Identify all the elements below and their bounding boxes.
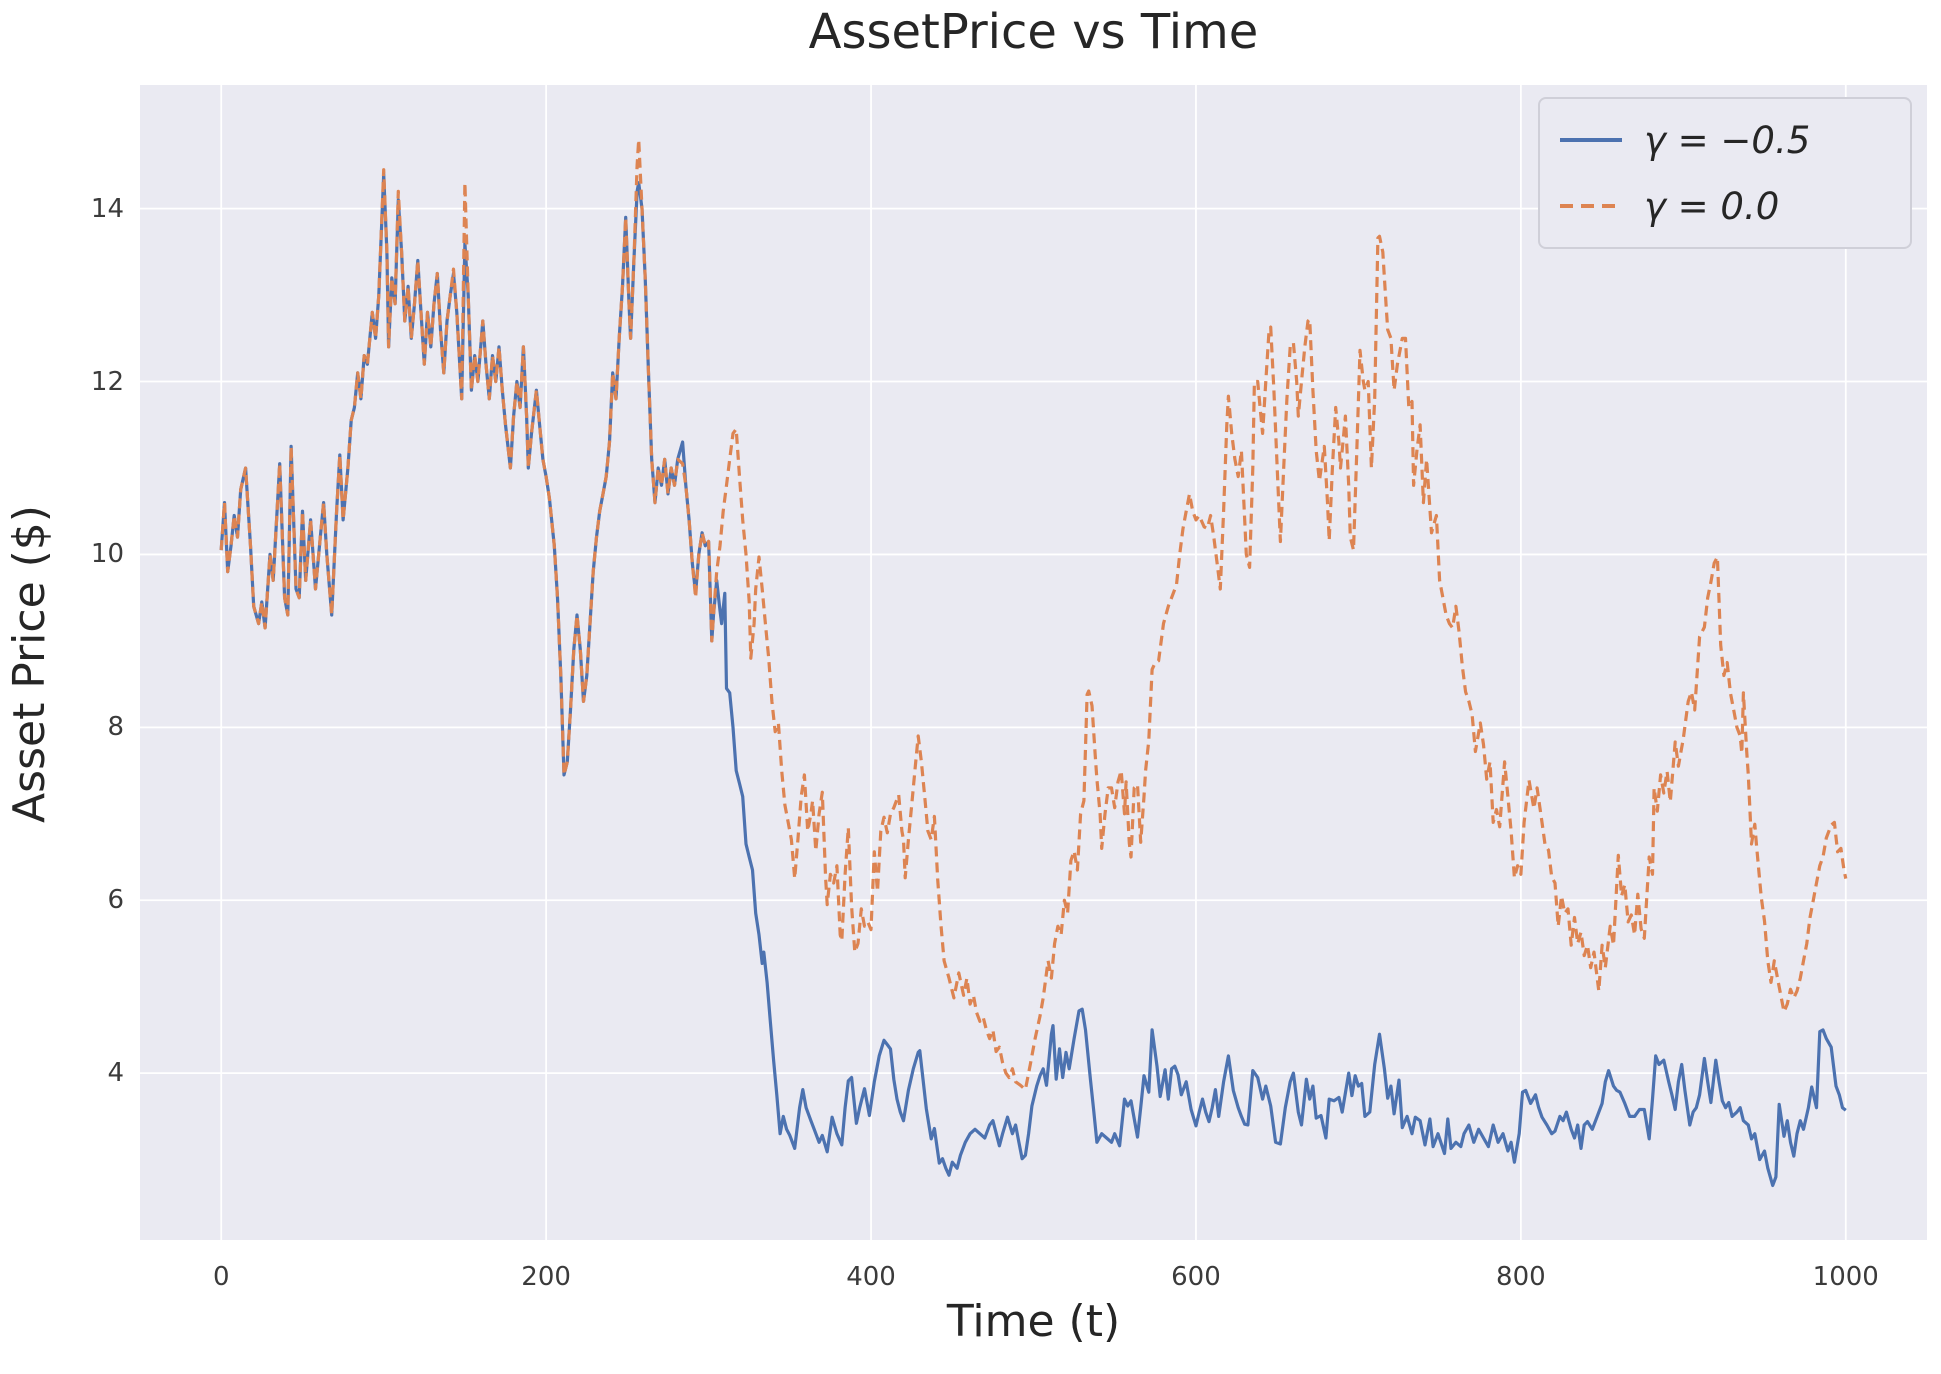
x-tick-label: 200 <box>521 1262 571 1292</box>
legend-label: γ = 0.0 <box>1644 184 1780 228</box>
y-tick-label: 14 <box>90 193 124 224</box>
legend-line-solid-icon <box>1560 138 1622 142</box>
y-tick-label: 8 <box>107 712 124 743</box>
y-tick-label: 12 <box>90 366 124 397</box>
y-axis-label: Asset Price ($) <box>4 505 55 823</box>
x-tick-label: 800 <box>1496 1262 1546 1292</box>
legend-line-dashed-icon <box>1560 204 1622 208</box>
legend-entry-gamma-neg-0.5: γ = −0.5 <box>1558 119 1892 162</box>
x-tick-label: 1000 <box>1812 1262 1879 1292</box>
legend: γ = −0.5 γ = 0.0 <box>1538 97 1912 249</box>
legend-entry-gamma-0.0: γ = 0.0 <box>1558 185 1892 228</box>
y-tick-label: 10 <box>90 539 124 570</box>
series-line-gamma-0.0 <box>219 137 1848 1092</box>
axes-background <box>140 85 1927 1240</box>
y-tick-label: 6 <box>107 885 124 916</box>
legend-label: γ = −0.5 <box>1644 118 1811 162</box>
chart-title: AssetPrice vs Time <box>808 4 1259 60</box>
x-tick-label: 0 <box>212 1262 230 1292</box>
x-tick-label: 400 <box>846 1262 896 1292</box>
x-axis-label: Time (t) <box>946 1296 1121 1347</box>
x-tick-label: 600 <box>1171 1262 1221 1292</box>
y-tick-label: 4 <box>107 1058 124 1089</box>
